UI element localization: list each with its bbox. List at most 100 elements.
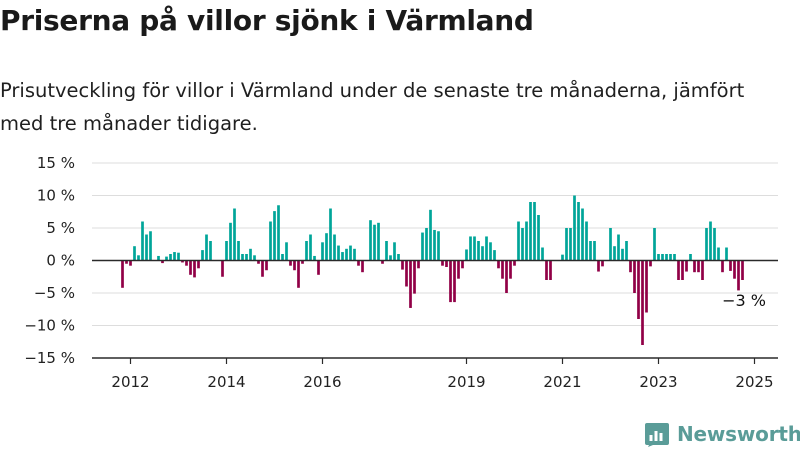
x-tick-label: 2021	[543, 373, 581, 391]
bar	[497, 260, 500, 269]
bar	[485, 236, 488, 261]
bar	[681, 260, 684, 280]
bar	[245, 254, 248, 261]
bar	[317, 260, 320, 275]
bar	[161, 260, 164, 264]
bar	[293, 260, 296, 271]
bar	[385, 241, 388, 261]
bar	[309, 234, 312, 261]
bar	[465, 249, 468, 261]
bar	[209, 241, 212, 261]
bar	[265, 260, 268, 271]
bar	[493, 250, 496, 261]
bar	[597, 260, 600, 272]
bar	[361, 260, 364, 273]
bar	[197, 260, 200, 269]
bar	[533, 202, 536, 261]
bar	[377, 222, 380, 261]
bar	[505, 260, 508, 293]
bar	[329, 208, 332, 261]
bar	[549, 260, 552, 280]
x-tick-label: 2019	[447, 373, 485, 391]
bar	[149, 231, 152, 261]
bar	[305, 241, 308, 261]
bar	[261, 260, 264, 277]
bar	[413, 260, 416, 294]
bar	[349, 245, 352, 261]
bar	[421, 232, 424, 261]
bar	[445, 260, 448, 267]
bar	[133, 246, 136, 261]
bar	[513, 260, 516, 266]
bar	[249, 248, 252, 261]
y-tick-label: 0 %	[46, 252, 75, 270]
bar	[129, 260, 132, 266]
bar	[725, 247, 728, 261]
bar	[529, 202, 532, 261]
bar	[613, 246, 616, 261]
bar	[569, 228, 572, 261]
bar	[473, 236, 476, 261]
y-tick-label: −10 %	[24, 317, 75, 335]
bar	[633, 260, 636, 293]
x-tick-label: 2012	[111, 373, 149, 391]
bar	[393, 242, 396, 261]
bar	[489, 242, 492, 261]
chart-subtitle: Prisutveckling för villor i Värmland und…	[0, 79, 745, 135]
bar	[233, 208, 236, 261]
bar	[705, 228, 708, 261]
bar	[169, 254, 172, 261]
bar	[301, 260, 304, 264]
bar	[685, 260, 688, 272]
bar	[501, 260, 504, 279]
bar	[401, 260, 404, 270]
bar	[449, 260, 452, 303]
bar	[729, 260, 732, 271]
bar	[409, 260, 412, 308]
bar	[733, 260, 736, 279]
y-tick-label: −5 %	[34, 284, 75, 302]
bar	[429, 209, 432, 261]
bar	[165, 256, 168, 261]
bar	[561, 254, 564, 261]
bar	[537, 215, 540, 261]
y-tick-label: 10 %	[37, 187, 75, 205]
bar	[297, 260, 300, 288]
bar	[721, 260, 724, 273]
x-tick-label: 2023	[639, 373, 677, 391]
bar	[241, 254, 244, 261]
bar	[189, 260, 192, 275]
bar	[337, 245, 340, 261]
y-tick-label: 5 %	[46, 219, 75, 237]
bar	[649, 260, 652, 267]
bar	[193, 260, 196, 278]
bar	[589, 241, 592, 261]
bar	[425, 228, 428, 261]
bar	[185, 260, 188, 266]
bar	[673, 254, 676, 261]
bar	[713, 228, 716, 261]
bar	[353, 248, 356, 261]
bar	[381, 260, 384, 264]
bar	[253, 255, 256, 261]
bar	[333, 234, 336, 261]
bar	[145, 234, 148, 261]
bar	[141, 221, 144, 261]
bar	[225, 241, 228, 261]
bar	[289, 260, 292, 266]
bar	[313, 255, 316, 261]
x-tick-label: 2025	[735, 373, 773, 391]
bar	[697, 260, 700, 273]
bar	[677, 260, 680, 280]
newsworthy-logo[interactable]: Newsworthy	[644, 420, 800, 448]
bar	[525, 221, 528, 261]
bar	[321, 242, 324, 261]
x-tick-label: 2016	[303, 373, 341, 391]
bar	[285, 242, 288, 261]
bar	[665, 254, 668, 261]
bar	[405, 260, 408, 287]
bar	[581, 208, 584, 261]
bar	[481, 246, 484, 261]
bar	[257, 260, 260, 264]
y-axis-labels: 15 % 10 % 5 % 0 % −5 % −10 % −15 %	[24, 154, 75, 367]
